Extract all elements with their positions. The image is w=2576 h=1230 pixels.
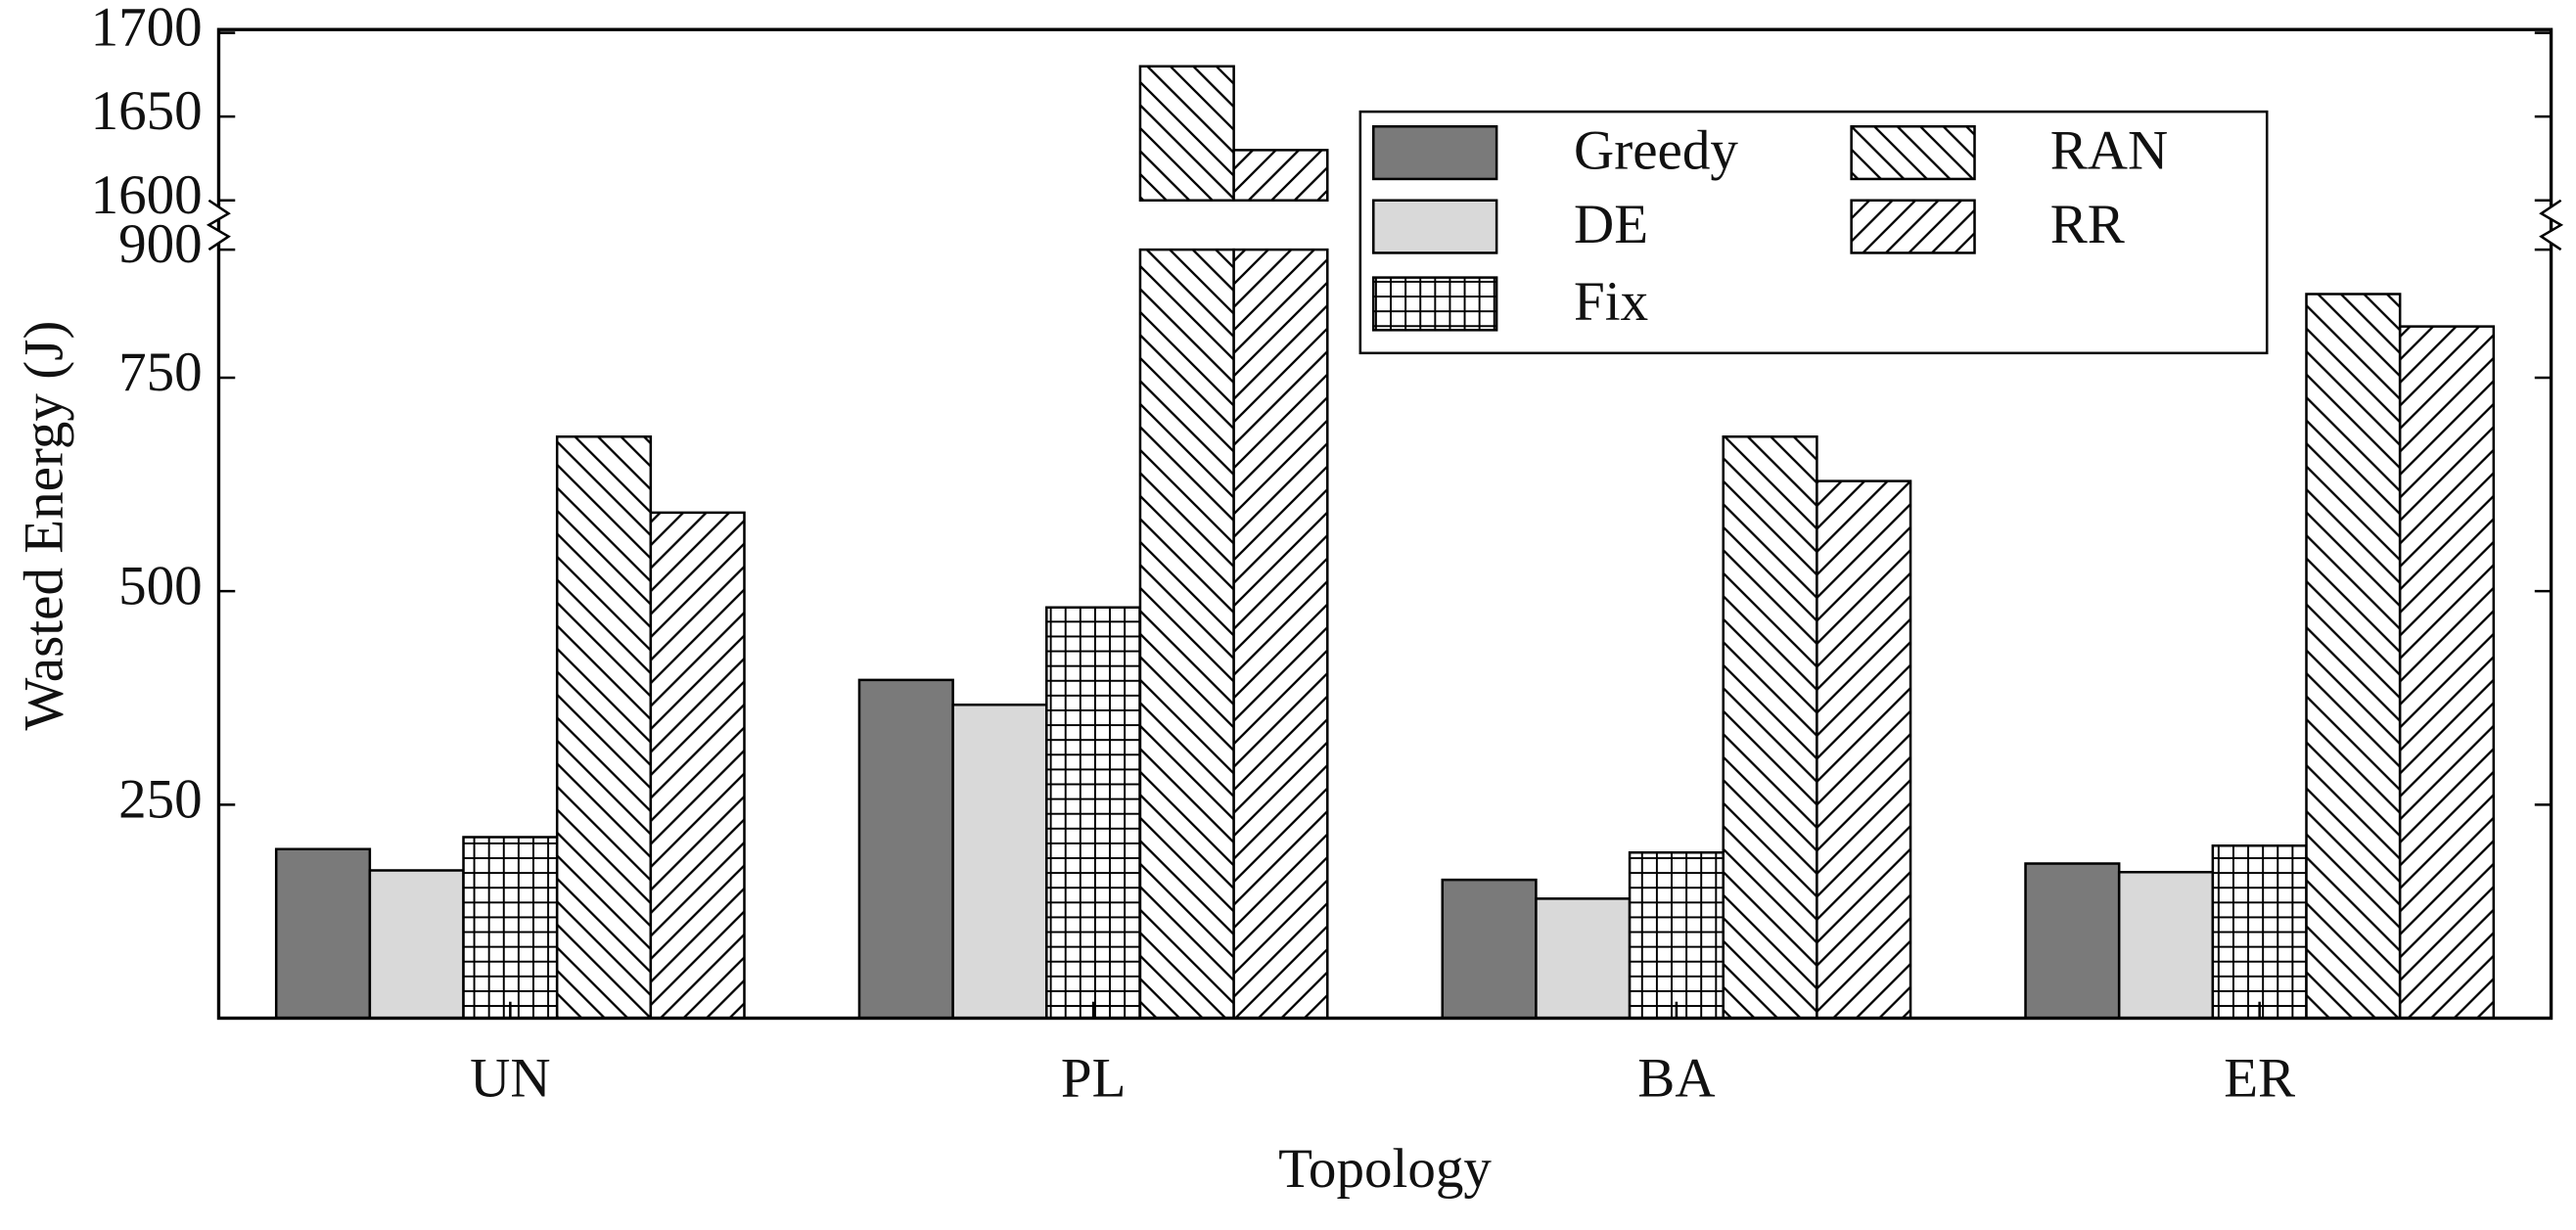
bar: [1232, 149, 1329, 1020]
legend-label: Greedy: [1574, 120, 1738, 182]
plot-frame: [216, 27, 2553, 1021]
bars: [274, 65, 2496, 1020]
bar: [1535, 897, 1632, 1020]
bar: [951, 703, 1048, 1020]
bar: [1816, 479, 1912, 1020]
axis-break-left: [206, 199, 231, 251]
bar: [1722, 434, 1818, 1020]
bar: [2398, 325, 2496, 1020]
y-tick-label: 500: [118, 555, 203, 616]
x-tick-label: ER: [2224, 1048, 2295, 1110]
y-tick-label: 250: [118, 768, 203, 830]
bar: [2117, 871, 2215, 1020]
y-axis-label: Wasted Energy (J): [14, 321, 75, 731]
bar: [1045, 606, 1142, 1020]
y-tick-label: 900: [118, 213, 203, 275]
bar: [274, 847, 372, 1020]
bar: [2305, 293, 2402, 1020]
x-tick-label: BA: [1637, 1048, 1715, 1110]
bar: [1138, 65, 1235, 1020]
legend-swatch: [1850, 124, 1976, 181]
y-tick-label: 1700: [91, 0, 203, 59]
legend-swatch: [1850, 199, 1976, 254]
legend: Greedy DE Fix RAN RR: [1358, 110, 2269, 355]
bar: [857, 678, 954, 1020]
axis-break-right: [2539, 199, 2564, 251]
legend-box: [1358, 110, 2269, 355]
bar: [2024, 862, 2121, 1020]
y-tick-label: 1650: [91, 80, 203, 142]
bar: [555, 434, 653, 1020]
legend-label: Fix: [1574, 271, 1648, 333]
y-tick-label: 750: [118, 342, 203, 403]
legend-swatch: [1372, 276, 1498, 332]
x-tick-label: UN: [470, 1048, 550, 1110]
legend-swatch: [1372, 199, 1498, 254]
bar: [1441, 878, 1538, 1020]
legend-label: DE: [1574, 194, 1648, 255]
legend-swatch: [1372, 124, 1498, 181]
y-tick-label: 1600: [91, 164, 203, 226]
x-axis-label: Topology: [1278, 1138, 1492, 1200]
legend-label: RAN: [2050, 120, 2168, 182]
x-tick-label: PL: [1061, 1048, 1127, 1110]
bar: [649, 511, 746, 1020]
bar: [368, 869, 465, 1020]
legend-label: RR: [2050, 194, 2125, 255]
bar: [462, 836, 559, 1020]
bar: [2211, 843, 2308, 1020]
bar: [1628, 850, 1725, 1020]
